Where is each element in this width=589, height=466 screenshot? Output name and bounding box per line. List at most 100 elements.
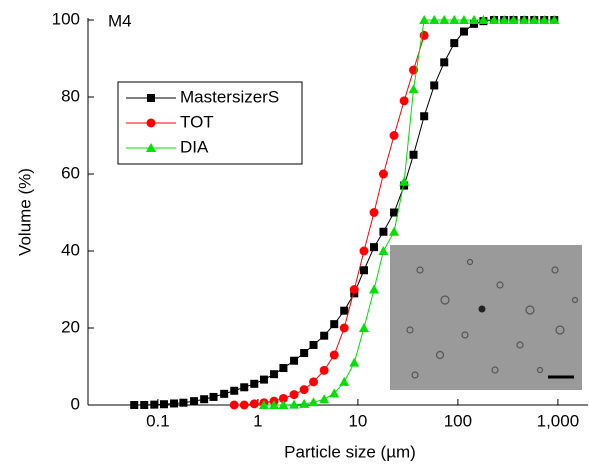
- marker: [320, 331, 329, 340]
- marker: [399, 176, 410, 186]
- marker: [379, 227, 388, 236]
- y-axis-label: Volume (%): [15, 168, 34, 256]
- series: [258, 15, 560, 409]
- marker: [458, 15, 469, 24]
- marker: [290, 356, 299, 365]
- marker: [140, 401, 149, 409]
- marker: [258, 400, 269, 409]
- marker: [340, 306, 349, 315]
- marker: [329, 388, 340, 398]
- marker: [430, 81, 439, 90]
- marker: [378, 246, 389, 255]
- x-tick-label: 100: [444, 411, 472, 430]
- marker: [369, 208, 379, 217]
- legend-label: DIA: [180, 137, 209, 156]
- y-tick-label: 40: [61, 240, 80, 259]
- marker: [230, 386, 239, 395]
- marker: [220, 389, 229, 398]
- marker: [229, 400, 239, 410]
- marker: [249, 399, 259, 409]
- marker: [308, 397, 319, 407]
- marker: [319, 394, 330, 404]
- marker: [369, 284, 380, 294]
- marker: [440, 58, 449, 67]
- marker: [150, 400, 159, 409]
- marker: [420, 112, 429, 121]
- x-tick-label: 1,000: [537, 411, 580, 430]
- marker: [539, 15, 550, 24]
- marker: [200, 395, 209, 404]
- x-tick-label: 10: [348, 411, 367, 430]
- marker: [259, 375, 268, 384]
- marker: [349, 357, 360, 367]
- marker: [146, 118, 156, 128]
- y-tick-label: 20: [61, 317, 80, 336]
- marker: [389, 131, 399, 140]
- marker: [289, 390, 299, 400]
- marker: [190, 397, 199, 406]
- marker: [408, 84, 419, 94]
- marker: [339, 323, 349, 333]
- x-axis-label: Particle size (µm): [284, 442, 416, 461]
- marker: [309, 377, 319, 387]
- annotation: M4: [108, 11, 132, 30]
- marker: [519, 15, 530, 24]
- marker: [309, 340, 318, 349]
- marker: [469, 15, 480, 24]
- x-tick-label: 1: [253, 411, 262, 430]
- marker: [390, 208, 399, 217]
- marker: [370, 243, 379, 252]
- legend-label: TOT: [180, 112, 214, 131]
- inset-micrograph: [390, 245, 582, 390]
- marker: [399, 96, 409, 106]
- marker: [409, 150, 418, 159]
- marker: [439, 15, 450, 24]
- marker: [359, 266, 368, 275]
- marker: [170, 399, 179, 408]
- marker: [389, 226, 400, 236]
- marker: [299, 385, 309, 395]
- y-tick-label: 0: [71, 394, 80, 413]
- marker: [278, 400, 289, 409]
- marker: [319, 365, 329, 375]
- marker: [179, 398, 188, 407]
- marker: [489, 15, 500, 24]
- marker: [329, 350, 339, 360]
- marker: [478, 15, 489, 24]
- marker: [330, 320, 339, 329]
- marker: [359, 246, 369, 256]
- marker: [278, 393, 288, 403]
- x-tick-label: 0.1: [146, 411, 170, 430]
- marker: [209, 392, 218, 401]
- marker: [300, 349, 309, 358]
- marker: [450, 39, 459, 48]
- marker: [529, 15, 540, 24]
- marker: [239, 400, 249, 410]
- marker: [449, 15, 460, 24]
- marker: [250, 379, 259, 388]
- y-tick-label: 80: [61, 86, 80, 105]
- marker: [279, 364, 288, 373]
- marker: [339, 376, 350, 386]
- legend-label: MastersizerS: [180, 87, 279, 106]
- marker: [159, 400, 168, 409]
- marker: [147, 94, 155, 102]
- marker: [499, 15, 510, 24]
- marker: [270, 370, 279, 379]
- marker: [459, 27, 468, 36]
- marker: [419, 15, 430, 24]
- y-tick-label: 100: [52, 9, 80, 28]
- marker: [358, 323, 369, 332]
- marker: [429, 15, 440, 24]
- marker: [130, 401, 139, 409]
- marker: [269, 400, 280, 409]
- y-tick-label: 60: [61, 163, 80, 182]
- marker: [549, 15, 560, 24]
- marker: [349, 285, 359, 294]
- marker: [378, 169, 388, 179]
- marker: [146, 143, 156, 152]
- marker: [240, 383, 249, 392]
- marker: [299, 398, 310, 408]
- series: [229, 30, 429, 410]
